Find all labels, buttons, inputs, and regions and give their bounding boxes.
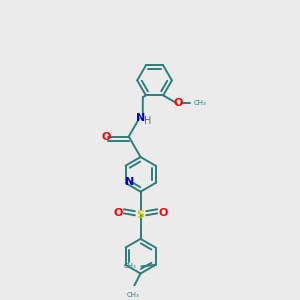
Text: O: O <box>101 132 110 142</box>
Text: O: O <box>173 98 183 108</box>
Text: S: S <box>136 210 145 220</box>
Text: O: O <box>113 208 123 218</box>
Text: CH₃: CH₃ <box>194 100 207 106</box>
Text: N: N <box>125 177 134 187</box>
Text: CH₃: CH₃ <box>126 292 139 298</box>
Text: H: H <box>144 116 152 126</box>
Text: O: O <box>158 208 168 218</box>
Text: CH₃: CH₃ <box>124 263 137 269</box>
Text: N: N <box>136 112 145 123</box>
